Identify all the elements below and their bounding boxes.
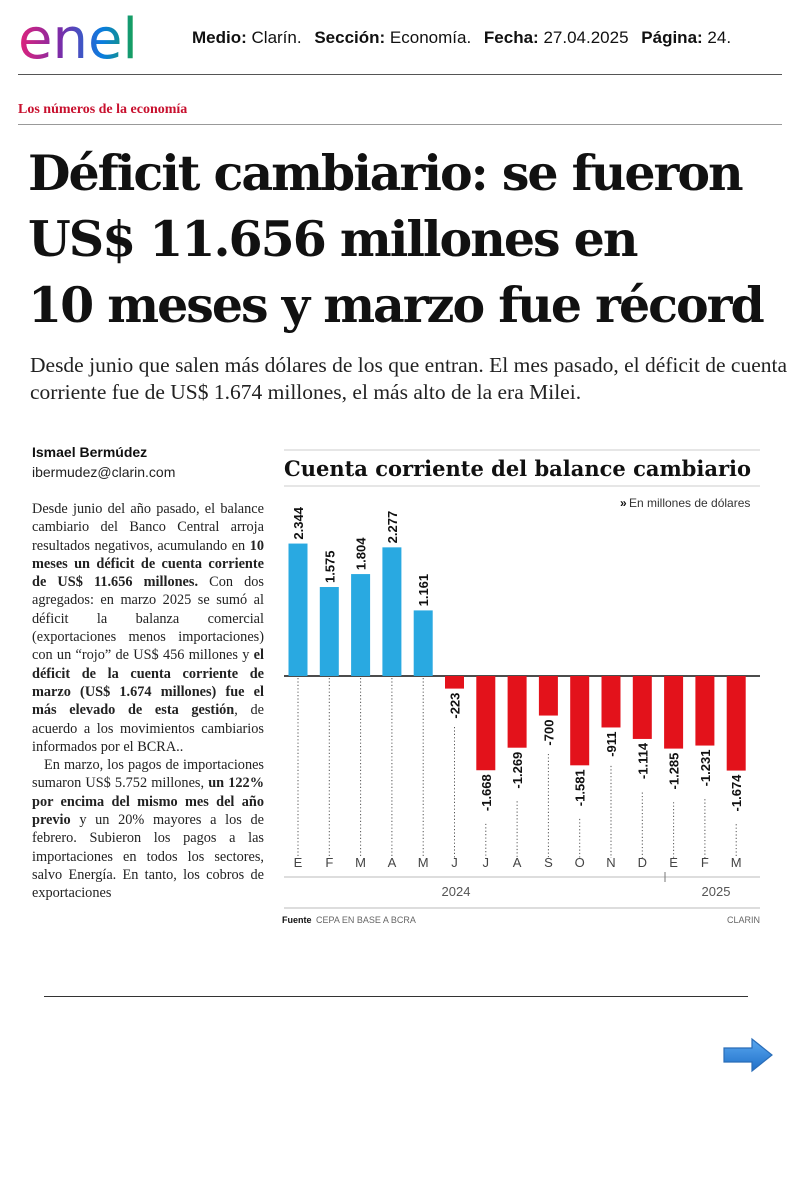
month-tick-label: F bbox=[325, 855, 333, 870]
bar bbox=[351, 574, 371, 676]
article-headline: Déficit cambiario: se fueron US$ 11.656 … bbox=[28, 140, 788, 338]
chart-svg: Cuenta corriente del balance cambiario »… bbox=[282, 449, 760, 925]
chart-unit-note: En millones de dólares bbox=[629, 496, 750, 510]
month-tick-label: E bbox=[294, 855, 303, 870]
headline-line-1: Déficit cambiario: se fueron bbox=[28, 144, 744, 202]
year-label-2025: 2025 bbox=[702, 884, 731, 899]
unit-marker: » bbox=[620, 496, 627, 510]
bar-value-label: -1.285 bbox=[667, 753, 682, 790]
source-text: CEPA EN BASE A BCRA bbox=[316, 915, 416, 925]
month-tick-label: E bbox=[669, 855, 678, 870]
arrow-shape bbox=[723, 1037, 773, 1073]
month-tick-label: O bbox=[575, 855, 585, 870]
bar-value-label: -1.231 bbox=[698, 750, 713, 787]
body-paragraph-2: En marzo, los pagos de importaciones sum… bbox=[32, 757, 264, 902]
current-account-chart: Cuenta corriente del balance cambiario »… bbox=[280, 444, 764, 934]
month-tick-label: M bbox=[418, 855, 429, 870]
bar-value-label: -223 bbox=[448, 693, 463, 719]
bar-value-label: -1.269 bbox=[510, 752, 525, 789]
bar bbox=[538, 676, 558, 716]
press-clipping-meta: Medio: Clarín. Sección: Economía. Fecha:… bbox=[192, 28, 732, 47]
bar bbox=[632, 676, 652, 739]
bar-value-label: 1.161 bbox=[416, 574, 431, 607]
author-email: ibermudez@clarin.com bbox=[32, 464, 176, 480]
month-tick-label: M bbox=[355, 855, 366, 870]
month-tick-label: A bbox=[513, 855, 522, 870]
bar bbox=[726, 676, 746, 771]
month-tick-label: J bbox=[483, 855, 490, 870]
bar bbox=[570, 676, 590, 766]
chart-title: Cuenta corriente del balance cambiario bbox=[284, 456, 751, 481]
author-name: Ismael Bermúdez bbox=[32, 444, 148, 460]
article-body: Desde junio del año pasado, el balance c… bbox=[32, 500, 264, 903]
bar bbox=[288, 543, 308, 676]
bar bbox=[695, 676, 715, 746]
article-subtitle: Desde junio que salen más dólares de los… bbox=[30, 353, 788, 404]
header-divider bbox=[18, 74, 782, 75]
bar bbox=[319, 587, 339, 676]
right-arrow-icon[interactable] bbox=[722, 1036, 774, 1074]
year-label-2024: 2024 bbox=[442, 884, 471, 899]
bar-value-label: 2.344 bbox=[291, 506, 306, 539]
section-divider bbox=[18, 124, 782, 125]
section-label: Los números de la economía bbox=[18, 102, 188, 117]
headline-line-3: 10 meses y marzo fue récord bbox=[28, 276, 765, 334]
bar bbox=[664, 676, 684, 749]
month-tick-label: J bbox=[451, 855, 458, 870]
month-tick-label: S bbox=[544, 855, 553, 870]
bar-value-label: -1.114 bbox=[635, 742, 650, 779]
bar bbox=[382, 547, 402, 676]
bar-value-label: -911 bbox=[604, 731, 619, 756]
enel-logo: enel bbox=[18, 8, 138, 68]
bar-value-label: 1.575 bbox=[322, 550, 337, 583]
bar-value-label: -1.674 bbox=[729, 774, 744, 812]
page-bottom-divider bbox=[44, 996, 748, 997]
bar bbox=[601, 676, 621, 728]
bar bbox=[507, 676, 527, 748]
bar-value-label: -1.581 bbox=[573, 769, 588, 806]
chart-credit: CLARIN bbox=[727, 915, 760, 925]
logo-text: enel bbox=[18, 8, 138, 68]
month-tick-label: F bbox=[701, 855, 709, 870]
body-paragraph-1: Desde junio del año pasado, el balance c… bbox=[32, 501, 264, 755]
source-label: Fuente bbox=[282, 915, 312, 925]
bar bbox=[413, 610, 433, 676]
bar-value-label: -700 bbox=[541, 720, 556, 746]
bar-value-label: 1.804 bbox=[354, 537, 369, 570]
month-tick-label: N bbox=[606, 855, 615, 870]
headline-line-2: US$ 11.656 millones en bbox=[28, 210, 638, 268]
bar-value-label: -1.668 bbox=[479, 774, 494, 811]
bar bbox=[476, 676, 496, 771]
bar-value-label: 2.277 bbox=[385, 511, 400, 544]
month-tick-label: M bbox=[731, 855, 742, 870]
month-tick-label: A bbox=[388, 855, 397, 870]
month-tick-label: D bbox=[638, 855, 647, 870]
bar bbox=[445, 676, 464, 689]
